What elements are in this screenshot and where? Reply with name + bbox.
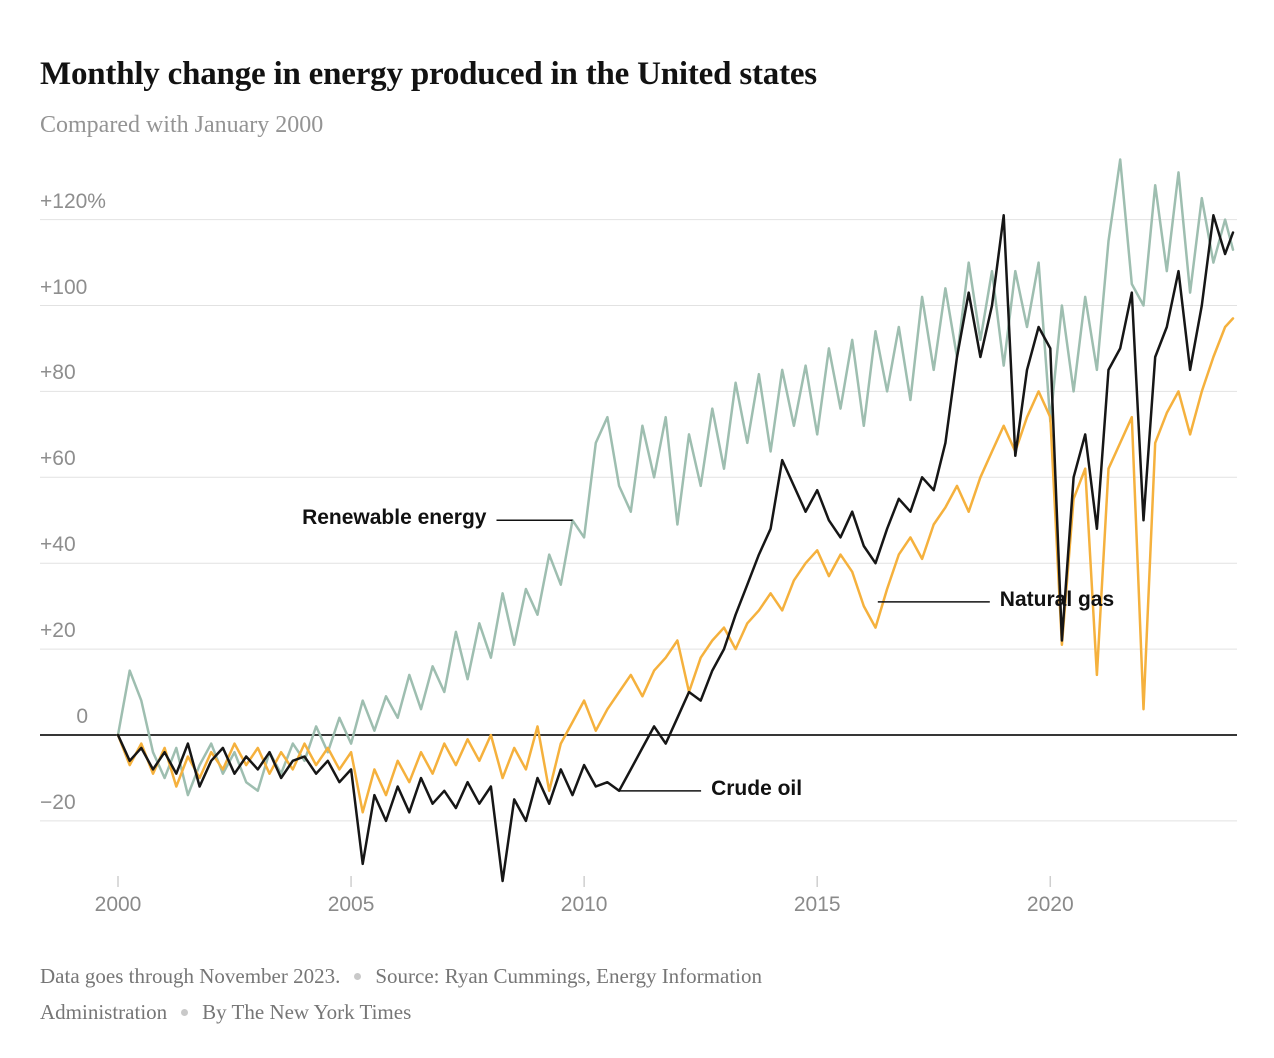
footer-line-2: Administration By The New York Times [40,994,1160,1030]
separator-dot-icon [354,973,362,980]
footer-source-part1: Source: Ryan Cummings, Energy Informatio… [375,964,762,988]
chart-title: Monthly change in energy produced in the… [40,56,817,93]
footer-line-1: Data goes through November 2023. Source: … [40,958,1160,994]
chart-subtitle: Compared with January 2000 [40,112,324,138]
footer-note: Data goes through November 2023. [40,964,341,988]
chart-footer: Data goes through November 2023. Source: … [40,958,1160,1030]
separator-dot-icon [181,1009,189,1016]
footer-byline: By The New York Times [202,1000,412,1024]
footer-source-part2: Administration [40,1000,168,1024]
